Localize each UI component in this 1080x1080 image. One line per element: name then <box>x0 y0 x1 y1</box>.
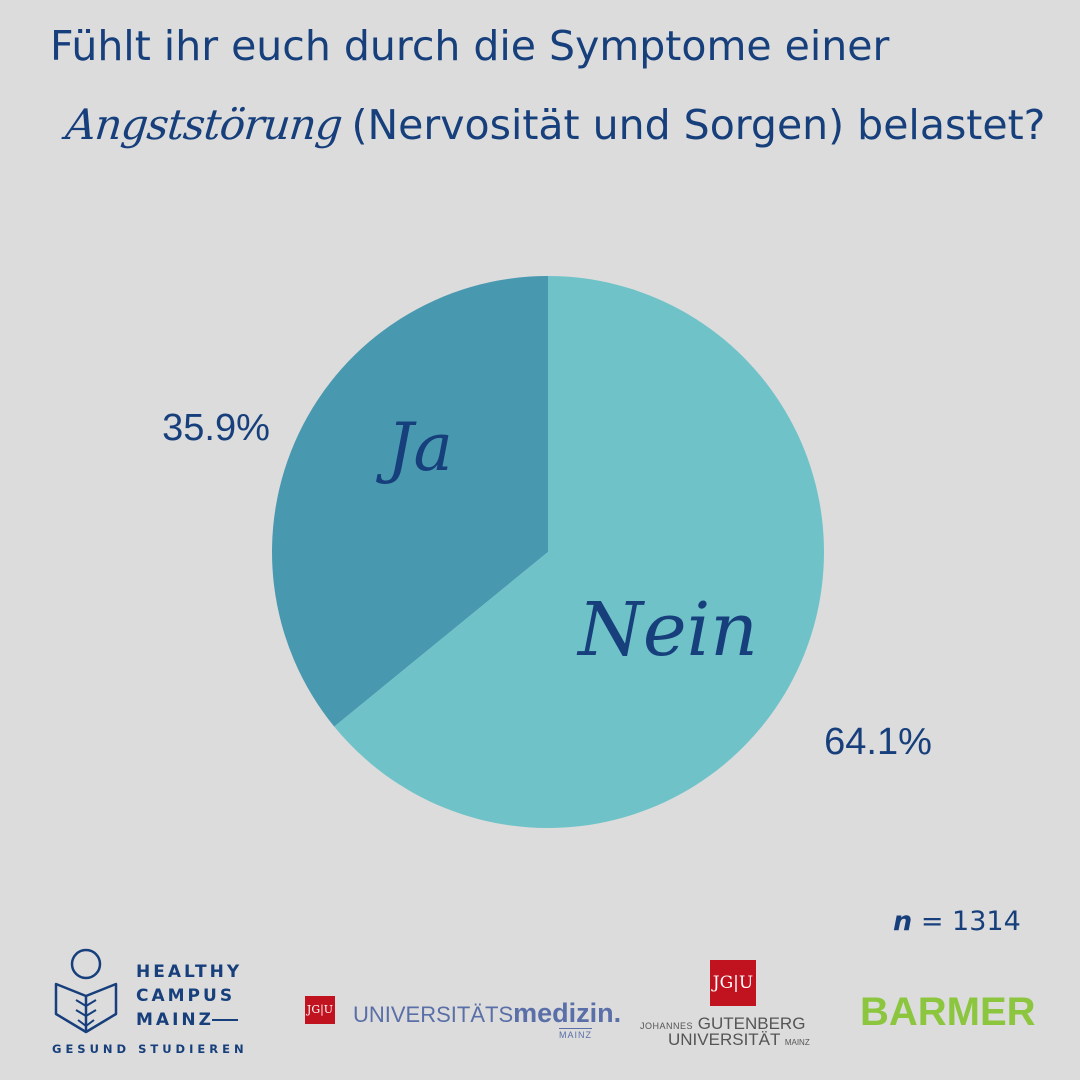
healthy-campus-icon <box>54 948 118 1034</box>
unimedizin-text-a: UNIVERSITÄTS <box>353 1002 514 1027</box>
sample-symbol: n <box>893 906 913 937</box>
slice-label-nein: Nein <box>576 587 758 673</box>
title-text-2: (Nervosität und Sorgen) belastet? <box>351 101 1046 149</box>
sample-equals: = <box>920 906 944 937</box>
healthy-campus-logo: HEALTHY CAMPUS MAINZ GESUND STUDIEREN <box>52 948 252 1058</box>
jgu-small-2: MAINZ <box>784 1038 810 1047</box>
unimedizin-text: UNIVERSITÄTSmedizin. <box>353 998 621 1029</box>
hcm-line-3: MAINZ <box>136 1010 238 1030</box>
title-line-2: Angststörung (Nervosität und Sorgen) bela… <box>63 100 1080 149</box>
jgu-small-1: JOHANNES <box>640 1021 694 1031</box>
percent-label-nein: 64.1% <box>824 721 932 763</box>
jgu-box: JG|U <box>710 960 756 1006</box>
unimedizin-mainz: MAINZ <box>559 1028 592 1040</box>
title-line-1: Fühlt ihr euch durch die Symptome einer <box>50 22 1080 70</box>
unimedizin-text-b: medizin. <box>513 998 622 1028</box>
title-text-1: Fühlt ihr euch durch die Symptome einer <box>50 22 890 70</box>
barmer-logo: BARMER <box>860 990 1036 1034</box>
jgu-big-2: UNIVERSITÄT <box>668 1030 781 1049</box>
hcm-subtitle: GESUND STUDIEREN <box>52 1042 248 1056</box>
hcm-line-2: CAMPUS <box>136 986 236 1006</box>
sample-value: 1314 <box>952 906 1021 937</box>
unimedizin-jgu-box: JG|U <box>305 996 335 1024</box>
pie-slice-ja <box>271 276 548 727</box>
jgu-line-1: JOHANNES GUTENBERG <box>640 1014 805 1034</box>
slice-label-ja: Ja <box>375 409 453 486</box>
pie-slice-nein <box>334 276 824 828</box>
pie-slices <box>271 276 824 828</box>
sample-size: n = 1314 <box>893 906 1021 937</box>
jgu-logo: JG|U JOHANNES GUTENBERG UNIVERSITÄT MAIN… <box>638 958 818 1058</box>
hcm-line-3-text: MAINZ <box>136 1010 214 1030</box>
universitaetsmedizin-logo: JG|U UNIVERSITÄTSmedizin. MAINZ <box>305 994 621 1044</box>
percent-label-ja: 35.9% <box>162 407 270 449</box>
jgu-big-1: GUTENBERG <box>697 1014 806 1033</box>
jgu-line-2: UNIVERSITÄT MAINZ <box>668 1030 810 1050</box>
hcm-line-1: HEALTHY <box>136 962 243 982</box>
pie-labels: Ja Nein 35.9% 64.1% <box>162 407 932 763</box>
